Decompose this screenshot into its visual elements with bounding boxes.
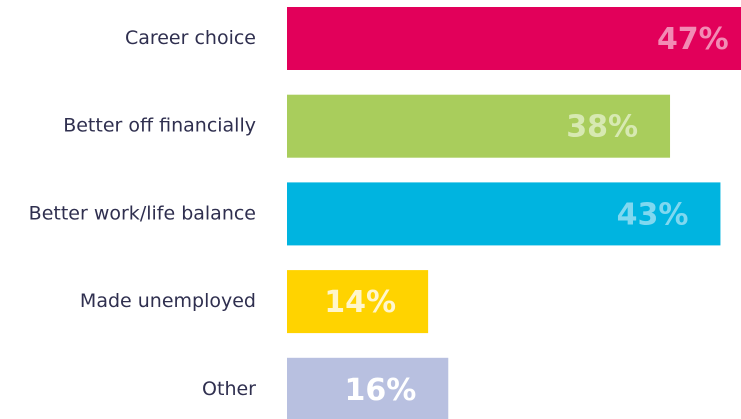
value-label: 38% xyxy=(566,110,638,145)
category-label: Better work/life balance xyxy=(29,202,256,224)
value-label: 43% xyxy=(617,197,689,232)
bar xyxy=(287,182,721,246)
value-label: 47% xyxy=(657,22,729,57)
category-label: Better off financially xyxy=(63,115,256,137)
bar xyxy=(287,357,449,419)
category-label: Career choice xyxy=(125,27,256,49)
category-label: Other xyxy=(202,378,256,400)
bar xyxy=(287,270,429,334)
category-label: Made unemployed xyxy=(80,290,256,312)
value-label: 16% xyxy=(344,373,416,408)
bar xyxy=(287,94,671,158)
bar xyxy=(287,7,741,70)
value-label: 14% xyxy=(324,285,396,320)
